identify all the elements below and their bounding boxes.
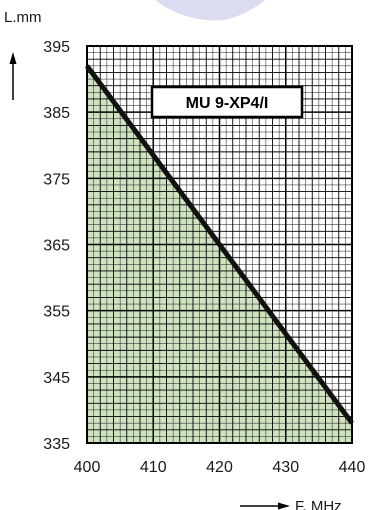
x-tick-label: 430 bbox=[272, 459, 299, 476]
x-tick-label: 440 bbox=[339, 459, 366, 476]
tick-layer: 400 410 420 430 440 395 385 375 365 355 345 335 bbox=[43, 39, 365, 476]
y-axis-arrowhead bbox=[9, 52, 17, 64]
x-tick-label: 400 bbox=[74, 459, 101, 476]
y-tick-label: 365 bbox=[43, 238, 70, 255]
y-tick-label: 385 bbox=[43, 105, 70, 122]
x-tick-label: 420 bbox=[206, 459, 233, 476]
y-axis-label: L.mm bbox=[4, 9, 42, 26]
y-tick-label: 345 bbox=[43, 370, 70, 387]
title-box bbox=[150, 85, 304, 119]
x-axis-arrowhead bbox=[278, 502, 290, 510]
series-line bbox=[84, 64, 355, 425]
y-tick-label: 375 bbox=[43, 171, 70, 188]
line-layer bbox=[84, 64, 355, 425]
x-tick-label: 410 bbox=[140, 459, 167, 476]
plot-frame bbox=[86, 45, 353, 444]
x-axis-label: F. MHz bbox=[295, 498, 342, 510]
decorative-disc bbox=[155, 0, 265, 21]
y-tick-label: 335 bbox=[43, 436, 70, 453]
y-tick-label: 395 bbox=[43, 39, 70, 56]
chart-title: MU 9-XP4/I bbox=[186, 95, 269, 112]
y-tick-label: 355 bbox=[43, 304, 70, 321]
